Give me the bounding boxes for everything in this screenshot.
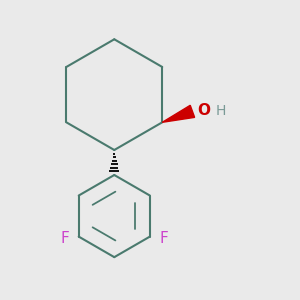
- Polygon shape: [162, 105, 195, 122]
- Text: H: H: [215, 104, 226, 118]
- Text: F: F: [160, 231, 169, 246]
- Text: F: F: [60, 231, 69, 246]
- Text: O: O: [198, 103, 211, 118]
